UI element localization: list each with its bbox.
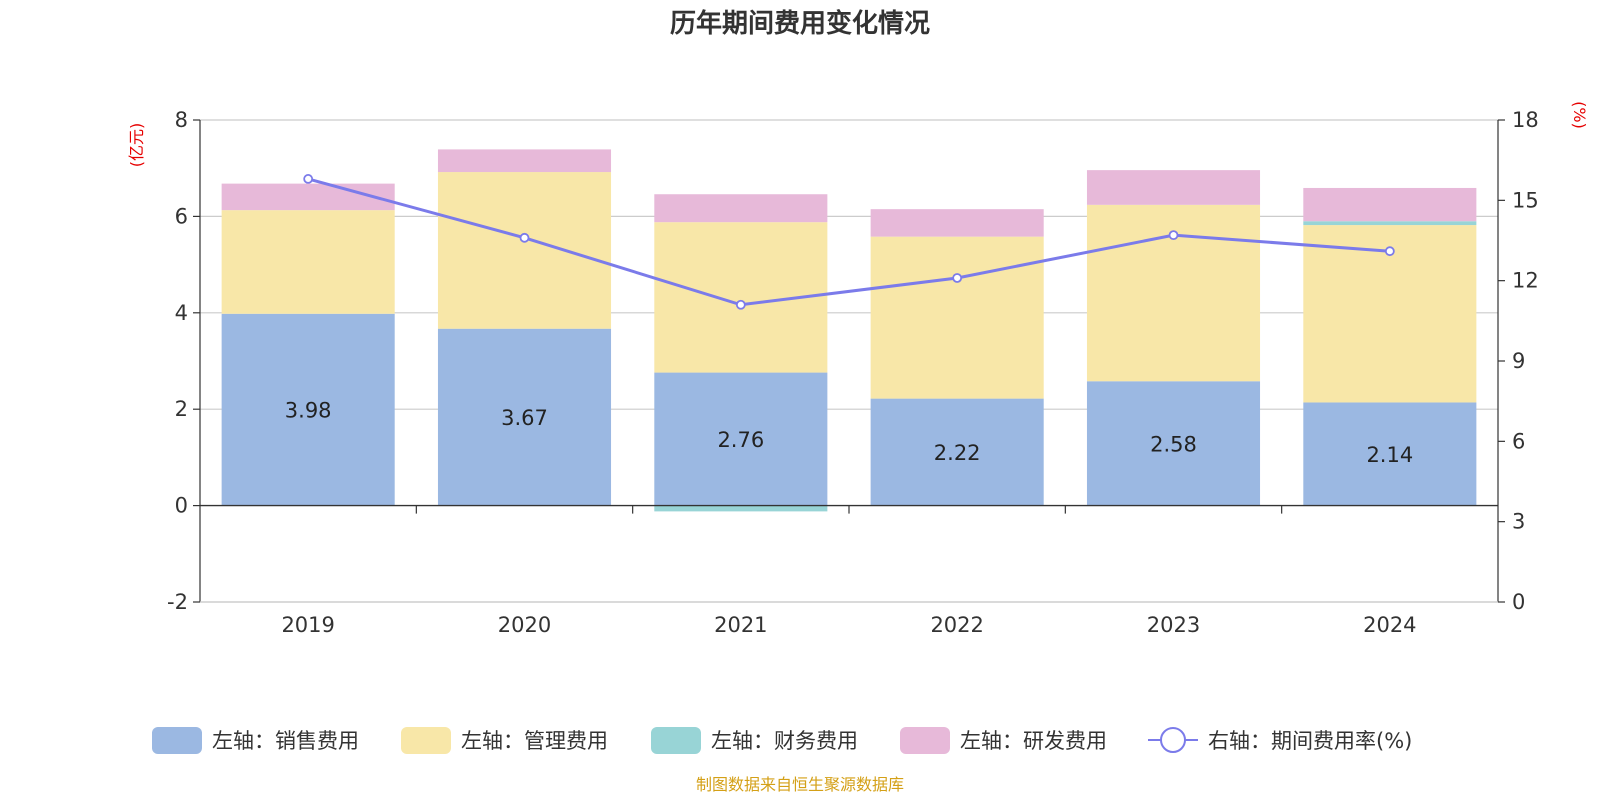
right-tick-label: 15: [1512, 188, 1539, 212]
category-label: 2023: [1147, 613, 1200, 637]
source-note: 制图数据来自恒生聚源数据库: [696, 775, 904, 794]
left-tick-label: 8: [175, 108, 188, 132]
right-tick-label: 3: [1512, 510, 1525, 534]
right-axis-unit: (%): [1570, 101, 1589, 129]
bar-segment: [221, 183, 395, 211]
bar-segment: [437, 149, 612, 173]
bar-segment: [221, 313, 395, 506]
left-axis-unit: (亿元): [127, 123, 146, 168]
right-tick-label: 6: [1512, 429, 1525, 453]
bar-series: 3.98 3.67 2.76 2.22 2.58 2.14: [221, 149, 1477, 512]
ratio-point: [519, 232, 530, 243]
ratio-line-path: [307, 177, 1390, 307]
legend-label: 左轴：财务费用: [711, 729, 858, 753]
legend-label: 左轴：销售费用: [212, 729, 359, 753]
right-tick-label: 12: [1512, 269, 1539, 293]
left-tick-label: 2: [175, 397, 188, 421]
left-tick-label: -2: [167, 590, 188, 614]
bar-segment: [654, 194, 828, 223]
ratio-point: [735, 299, 746, 310]
category-label: 2024: [1363, 613, 1416, 637]
ratio-point: [303, 174, 314, 184]
bar-segment: [654, 372, 828, 506]
expense-ratio-line: [303, 174, 1395, 310]
bar-segment: [221, 210, 395, 314]
legend-marker: [1160, 727, 1186, 753]
bar-segment: [1303, 402, 1477, 506]
bar-segment: [870, 209, 1044, 237]
legend: 左轴：销售费用 左轴：管理费用 左轴：财务费用 左轴：研发费用 右轴：期间费用率(%): [152, 727, 1412, 754]
bar-segment: [870, 398, 1044, 506]
category-label: 2021: [714, 613, 767, 637]
right-tick-label: 9: [1512, 349, 1525, 373]
left-tick-label: 4: [175, 301, 188, 325]
bar-segment: [1303, 187, 1477, 222]
bar-value-label: 2.76: [717, 428, 764, 452]
legend-swatch: [651, 727, 701, 754]
bar-value-label: 2.14: [1366, 443, 1413, 467]
bar-segment: [1086, 170, 1261, 205]
ratio-point: [1384, 246, 1395, 257]
legend-swatch: [900, 727, 950, 754]
legend-label: 左轴：研发费用: [960, 729, 1107, 753]
bar-value-label: 3.67: [501, 406, 548, 430]
bar-value-label: 2.22: [934, 441, 981, 465]
left-tick-label: 0: [175, 494, 188, 518]
bar-segment: [870, 236, 1044, 399]
right-tick-label: 0: [1512, 590, 1525, 614]
ratio-point: [1168, 230, 1179, 241]
bar-segment: [437, 328, 612, 506]
bar-segment: [654, 505, 828, 512]
ratio-point: [952, 273, 963, 283]
chart-title: 历年期间费用变化情况: [670, 8, 930, 39]
legend-label: 左轴：管理费用: [461, 729, 608, 753]
legend-swatch: [401, 727, 451, 754]
bar-segment: [437, 172, 612, 329]
axes: -2 0 2 4 6 8 0 3 6 9 12 15 18 2019 2020 2021 2022 2023 202…: [167, 108, 1539, 637]
legend-swatch: [152, 727, 202, 754]
right-tick-label: 18: [1512, 108, 1539, 132]
bar-segment: [1303, 221, 1477, 226]
legend-label: 右轴：期间费用率(%): [1208, 729, 1412, 753]
category-label: 2020: [498, 613, 551, 637]
category-label: 2019: [281, 613, 334, 637]
category-label: 2022: [930, 613, 983, 637]
bar-value-label: 2.58: [1150, 432, 1197, 456]
bar-segment: [1086, 381, 1261, 506]
bar-value-label: 3.98: [285, 399, 332, 423]
left-tick-label: 6: [175, 204, 188, 228]
